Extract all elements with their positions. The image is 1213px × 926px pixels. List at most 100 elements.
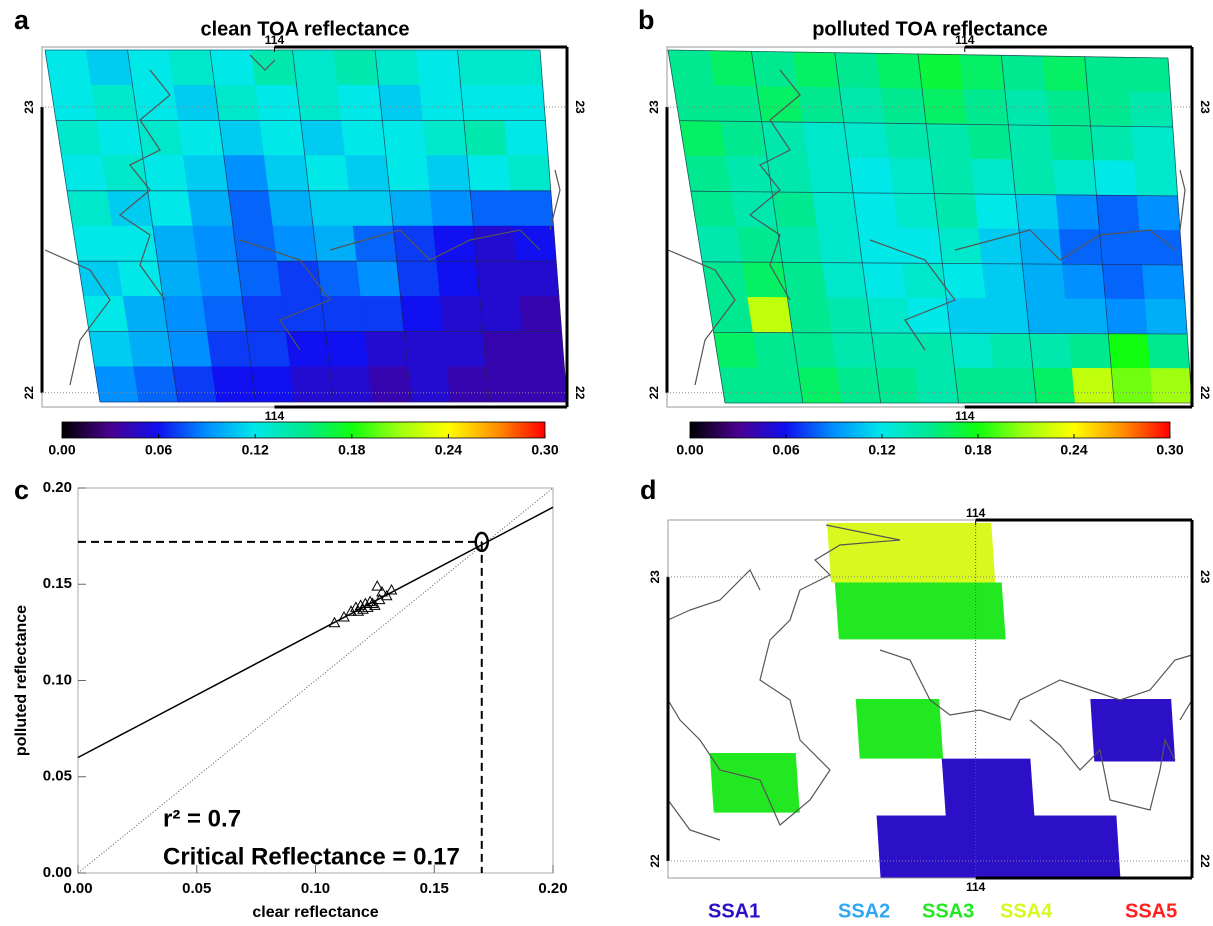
heat-cell	[1065, 298, 1109, 335]
heat-cell	[718, 367, 765, 404]
heat-cell	[329, 366, 373, 403]
colorbar-tick-label: 0.24	[435, 442, 462, 458]
heat-cell	[337, 84, 383, 121]
heat-cell	[439, 296, 484, 332]
point	[345, 605, 357, 616]
heat-cell	[400, 296, 444, 332]
critical-point	[474, 531, 489, 553]
y-tick-label: 23	[648, 570, 662, 584]
heat-cell	[925, 123, 972, 160]
class-cell	[1090, 699, 1176, 762]
heat-cell	[516, 260, 560, 297]
heat-cell	[128, 331, 174, 368]
heat-cell	[473, 225, 517, 262]
heat-cell	[747, 296, 793, 333]
heat-cell	[679, 120, 727, 157]
heat-cell	[237, 260, 282, 297]
heat-cell	[429, 190, 474, 227]
heat-cell	[94, 366, 140, 403]
heat-cell	[389, 190, 434, 227]
x-tick-label: 0.20	[538, 880, 567, 897]
heat-cell	[157, 260, 203, 297]
heat-cell	[436, 260, 480, 297]
heat-cell	[985, 298, 1030, 334]
heat-cell	[510, 190, 554, 227]
y-tick-label: 22	[1198, 854, 1212, 868]
heat-cell	[884, 122, 931, 160]
heat-cell	[1025, 298, 1070, 334]
point	[328, 616, 341, 628]
heat-cell	[1042, 55, 1088, 92]
heat-cell	[356, 260, 401, 297]
heat-cell	[403, 331, 448, 368]
heat-cell	[1087, 90, 1133, 127]
heat-cell	[61, 155, 108, 192]
heat-cell	[1049, 125, 1094, 161]
heat-cell	[690, 190, 738, 228]
heat-cell	[696, 226, 743, 263]
heat-cell	[50, 84, 98, 121]
swath-grid	[374, 49, 412, 403]
heat-cell	[875, 367, 920, 404]
heat-cell	[713, 332, 759, 369]
swath-grid	[917, 53, 959, 404]
heat-cell	[1142, 264, 1186, 300]
heat-cell	[684, 155, 732, 192]
heat-cell	[152, 225, 198, 262]
heat-cell	[209, 49, 256, 86]
heat-cell	[787, 297, 833, 334]
heat-cell	[320, 296, 366, 332]
heat-cell	[524, 366, 568, 403]
heat-cell	[1136, 195, 1181, 231]
heat-cell	[776, 226, 823, 263]
heat-cell	[917, 53, 964, 90]
heat-cell	[292, 49, 338, 86]
heat-cell	[364, 331, 409, 368]
heat-cell	[1102, 264, 1146, 300]
x-tick-label: 114	[966, 880, 986, 894]
heat-cell	[857, 227, 903, 264]
panel-label: a	[14, 5, 30, 35]
heat-cell	[1096, 194, 1141, 231]
heat-cell	[507, 155, 552, 192]
y-tick-label: 0.05	[43, 768, 72, 785]
heat-cell	[950, 332, 994, 369]
fit-line	[77, 506, 554, 759]
x-tick-label: 0.10	[301, 880, 330, 897]
heat-cell	[731, 191, 778, 228]
colorbar-tick-label: 0.12	[868, 442, 895, 458]
heat-cell	[974, 193, 1020, 230]
heat-cell	[227, 190, 274, 227]
x-tick-label: 0.00	[63, 880, 92, 897]
point	[338, 610, 350, 622]
heat-cell	[929, 158, 976, 195]
heat-cell	[368, 366, 412, 403]
colorbar-tick-label: 0.00	[676, 442, 703, 458]
heat-cell	[792, 332, 838, 369]
y-tick-label: 22	[647, 386, 661, 400]
heat-cell	[72, 225, 119, 262]
heat-cell	[463, 120, 508, 156]
heat-cell	[521, 331, 565, 368]
class-cell	[876, 815, 1121, 878]
heat-cell	[446, 366, 490, 403]
heat-cell	[187, 190, 234, 227]
heat-cell	[1126, 57, 1171, 93]
heat-cell	[192, 225, 238, 262]
y-tick-label: 23	[22, 100, 36, 114]
y-tick-label: 0.15	[43, 575, 72, 592]
heat-cell	[843, 122, 890, 159]
heat-cell	[959, 54, 1006, 91]
heat-cell	[741, 261, 788, 298]
heat-cell	[259, 120, 306, 156]
coastline	[44, 54, 561, 386]
colorbar	[61, 421, 546, 439]
heat-cell	[197, 260, 243, 297]
swath-grid	[1167, 57, 1193, 404]
point	[352, 605, 365, 616]
heat-cell	[498, 49, 544, 86]
heat-cell	[914, 367, 959, 404]
heat-cell	[981, 263, 1027, 300]
heat-cell	[1134, 160, 1178, 197]
heat-cell	[281, 296, 326, 332]
